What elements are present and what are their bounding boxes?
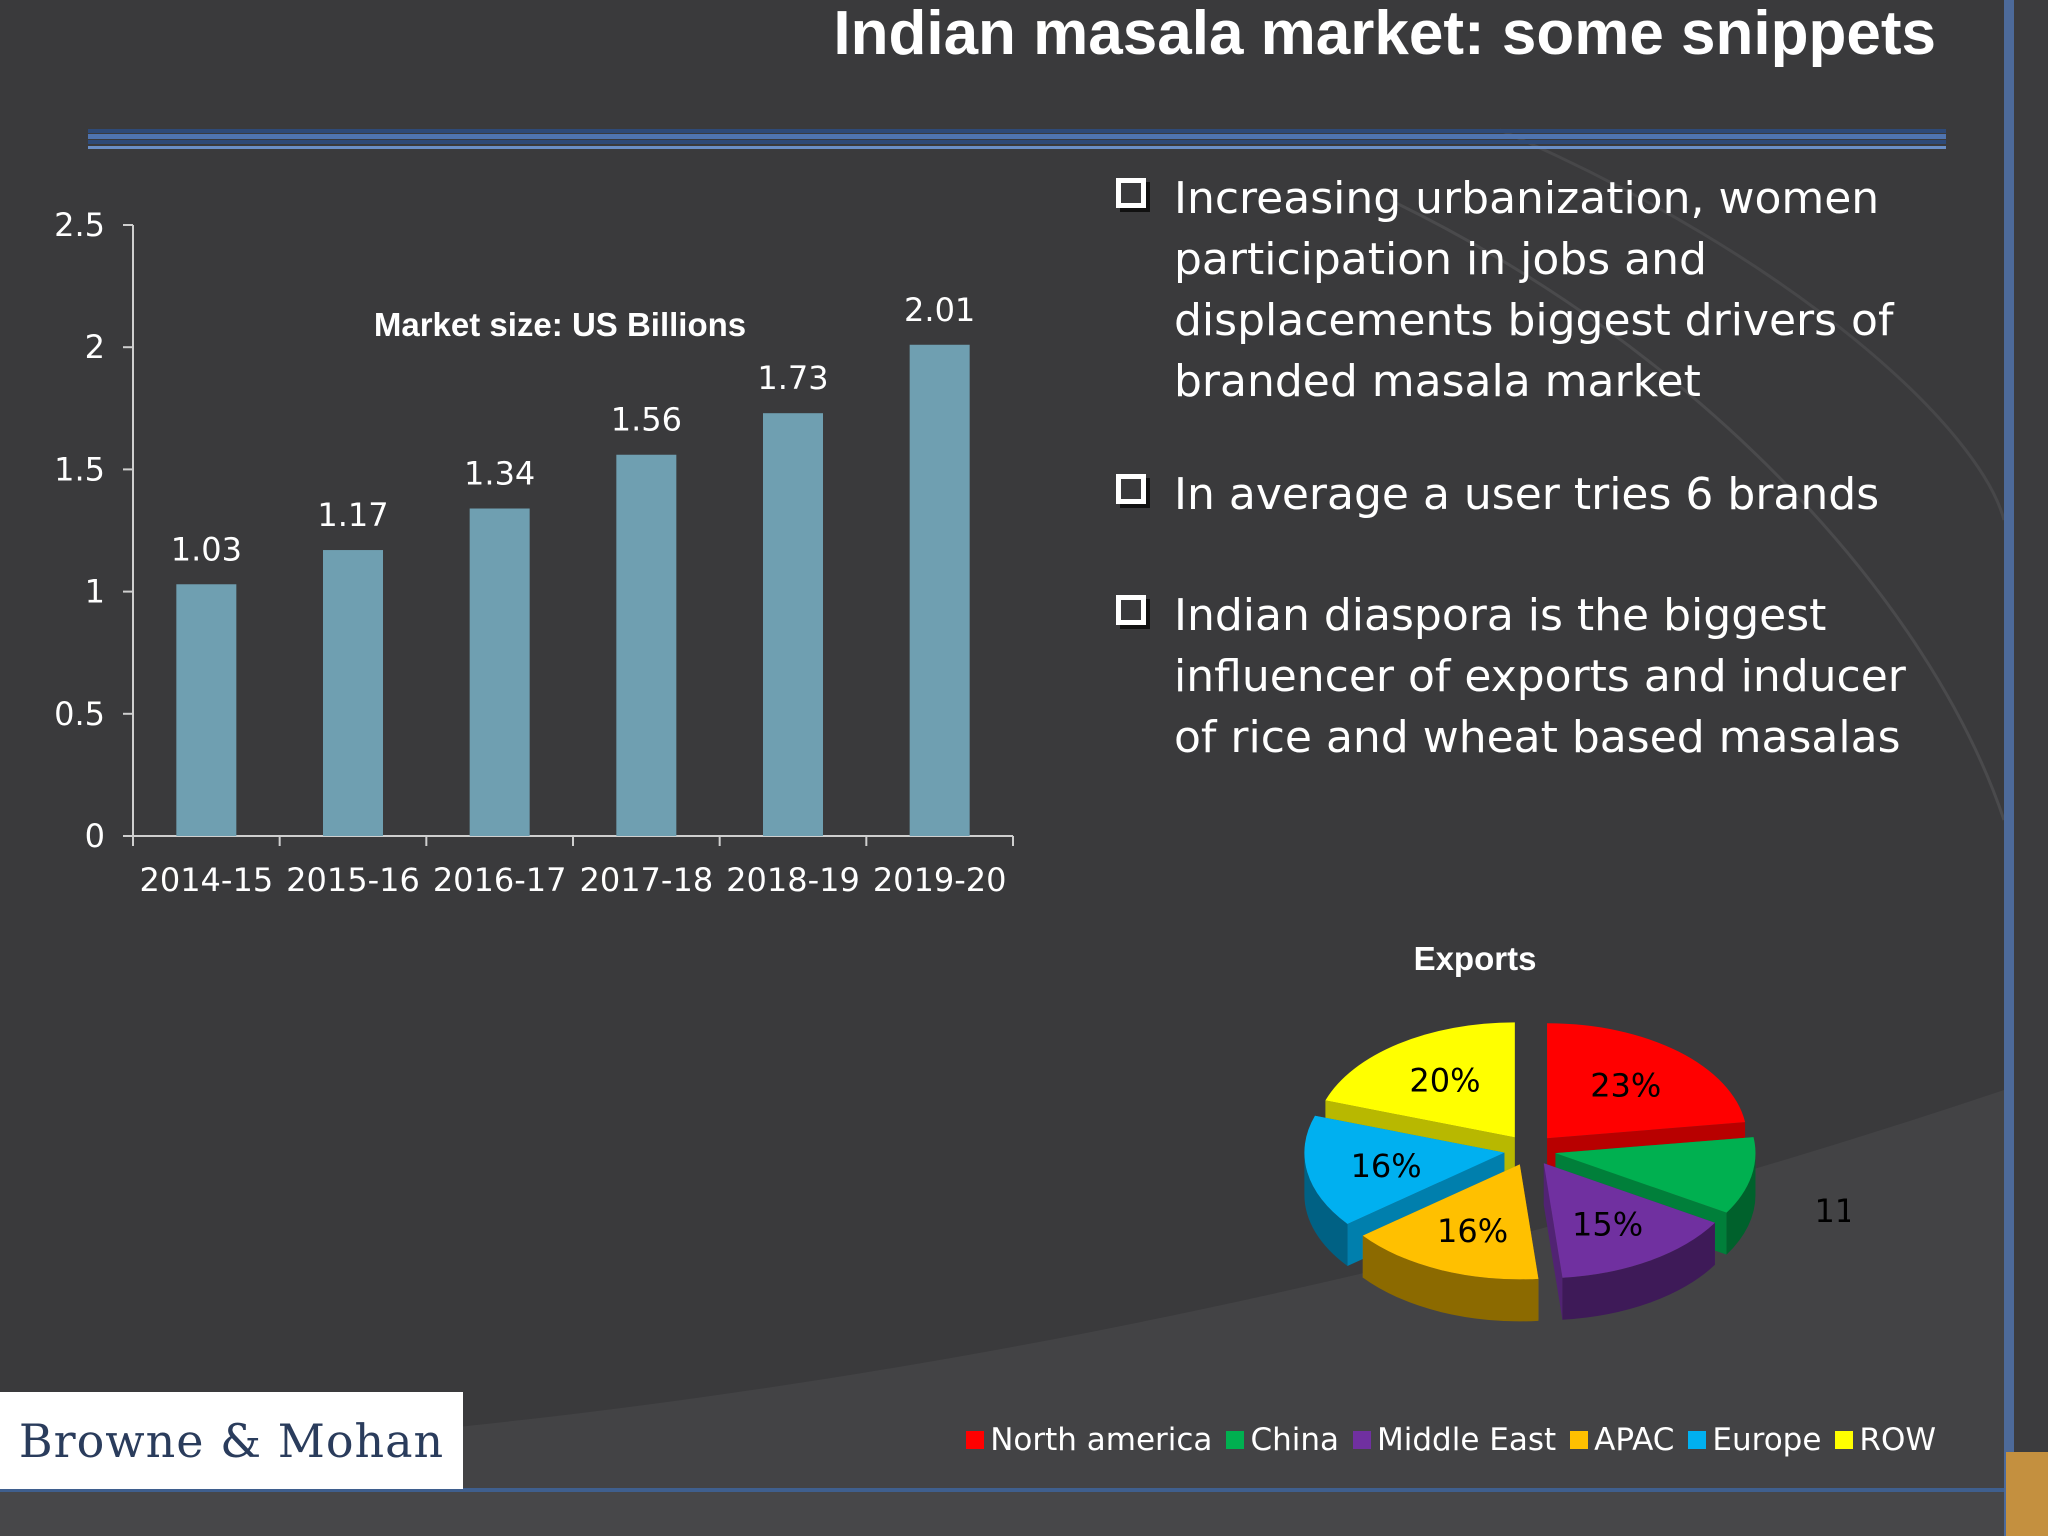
pie-slice: [1543, 1163, 1715, 1320]
y-tick-label: 0: [85, 817, 105, 855]
bar: [763, 413, 823, 836]
legend-item: ROW: [1835, 1422, 1936, 1458]
x-tick-label: 2014-15: [139, 861, 273, 899]
x-tick-label: 2016-17: [433, 861, 567, 899]
legend-item: Europe: [1688, 1422, 1821, 1458]
y-tick-label: 2: [85, 328, 105, 366]
bullet-text: In average a user tries 6 brands: [1174, 469, 1880, 520]
bullet-item: Indian diaspora is the biggest influence…: [1110, 585, 1950, 768]
bullet-list: Increasing urbanization, women participa…: [1110, 168, 1950, 820]
bar-data-label: 2.01: [904, 291, 975, 329]
bar-data-label: 1.56: [611, 401, 682, 439]
exports-pie-chart: 23% 11% 15% 16% 16% 20% Exports: [1304, 940, 1850, 1322]
bar-data-label: 1.34: [464, 455, 535, 493]
legend-label: China: [1250, 1422, 1339, 1458]
bottom-bar: [0, 1488, 2004, 1536]
logo: Browne & Mohan: [0, 1392, 463, 1489]
legend-swatch: [1835, 1431, 1854, 1449]
legend-item: North america: [966, 1422, 1212, 1458]
bar: [176, 584, 237, 836]
bullet-text: Increasing urbanization, women participa…: [1174, 173, 1894, 407]
pie-data-label: 15%: [1572, 1206, 1643, 1244]
market-size-bar-chart: 0 0.5 1 1.5 2 2.5 1.03 2014-15 1.17 2015-16 1.34 20…: [54, 206, 1014, 899]
bar-data-label: 1.03: [171, 530, 242, 568]
pie-data-label: 16%: [1351, 1147, 1422, 1185]
legend-swatch: [1226, 1431, 1245, 1449]
legend-swatch: [966, 1431, 985, 1449]
bullet-item: Increasing urbanization, women participa…: [1110, 168, 1950, 412]
bar-data-label: 1.73: [757, 359, 828, 397]
legend-swatch: [1353, 1431, 1371, 1449]
x-tick-label: 2015-16: [286, 861, 420, 899]
bar-chart-title: Market size: US Billions: [374, 306, 746, 343]
x-tick-label: 2017-18: [579, 861, 713, 899]
pie-legend: North america China Middle East APAC Europe R…: [952, 1422, 1936, 1458]
right-edge-band: [2014, 0, 2048, 1536]
y-tick-label: 1.5: [54, 450, 105, 488]
legend-label: APAC: [1594, 1422, 1675, 1458]
checkbox-icon: [1116, 474, 1146, 504]
bar: [616, 454, 677, 836]
x-tick-label: 2019-20: [873, 861, 1007, 899]
bullet-text: Indian diaspora is the biggest influence…: [1174, 590, 1906, 763]
logo-text: Browne & Mohan: [18, 1413, 445, 1468]
pie-data-label: 23%: [1590, 1066, 1661, 1104]
bar-data-label: 1.17: [317, 496, 388, 534]
legend-item: Middle East: [1353, 1422, 1556, 1458]
pie-data-label: 20%: [1409, 1061, 1480, 1099]
bar: [909, 344, 970, 836]
page-title: Indian masala market: some snippets: [833, 0, 1936, 68]
pie-data-label: 11%: [1814, 1192, 1850, 1230]
y-tick-label: 2.5: [54, 206, 105, 244]
checkbox-icon: [1116, 178, 1146, 208]
bullet-item: In average a user tries 6 brands: [1110, 464, 1950, 525]
legend-swatch: [1688, 1431, 1707, 1449]
bar: [469, 508, 530, 836]
legend-label: Europe: [1712, 1422, 1822, 1458]
y-tick-label: 0.5: [54, 695, 105, 733]
right-edge-accent: [2004, 0, 2014, 1536]
bar: [323, 550, 383, 836]
pie-chart-title: Exports: [1414, 940, 1537, 977]
x-tick-label: 2018-19: [726, 861, 860, 899]
y-tick-label: 1: [85, 573, 105, 611]
legend-label: Middle East: [1377, 1422, 1557, 1458]
legend-item: APAC: [1570, 1422, 1674, 1458]
checkbox-icon: [1116, 595, 1146, 625]
pie-slice: [1362, 1164, 1539, 1322]
pie-data-label: 16%: [1437, 1212, 1508, 1250]
corner-accent: [2006, 1452, 2048, 1536]
bottom-accent-line: [0, 1488, 2004, 1492]
legend-item: China: [1226, 1422, 1339, 1458]
legend-label: North america: [990, 1422, 1213, 1458]
legend-label: ROW: [1859, 1422, 1936, 1458]
legend-swatch: [1570, 1431, 1589, 1449]
title-underline: [88, 129, 1946, 149]
